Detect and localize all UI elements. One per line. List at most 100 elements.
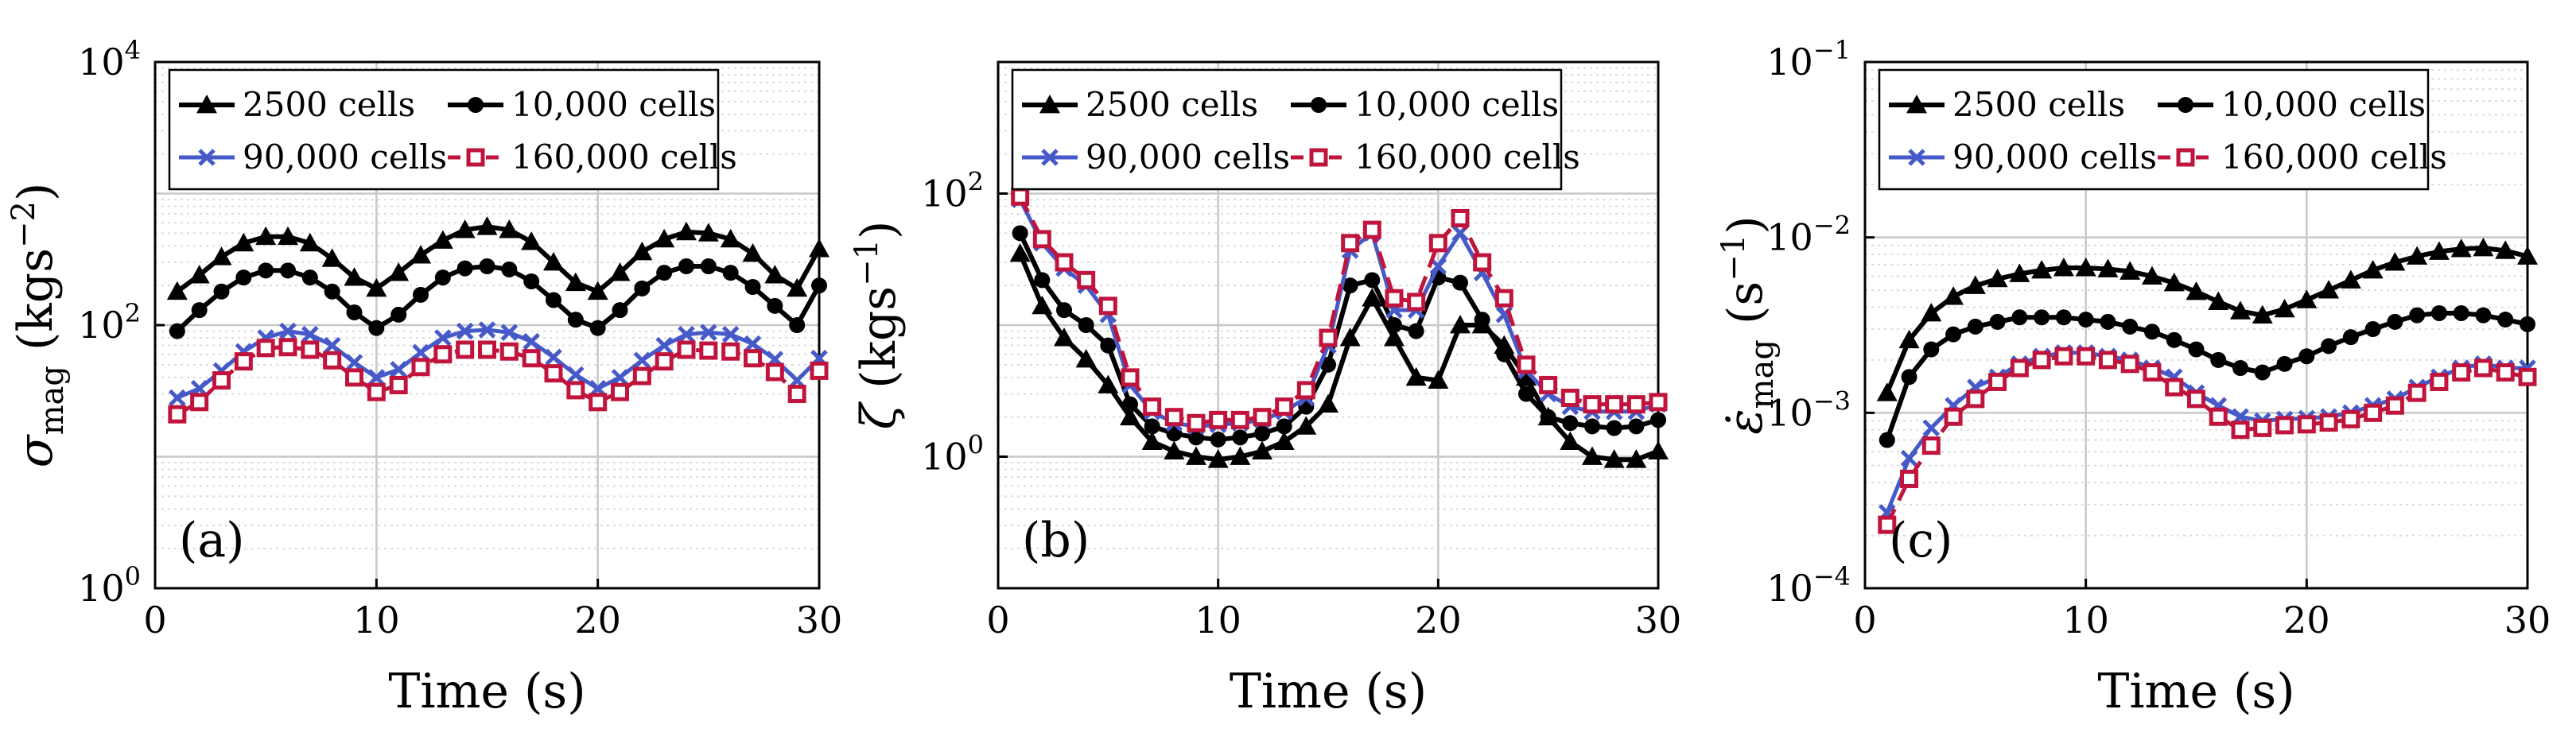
data-point [1605, 395, 1624, 414]
data-point [1518, 386, 1534, 402]
series-3 [1879, 344, 2536, 521]
legend-label: 10,000 cells [1354, 85, 1559, 124]
data-point [2387, 313, 2403, 330]
x-tick-label: 0 [986, 599, 1009, 641]
x-axis-label: Time (s) [388, 664, 585, 719]
x-axis-label: Time (s) [1230, 664, 1427, 719]
data-point [765, 362, 784, 382]
data-point [1944, 407, 1963, 426]
data-point [1988, 372, 2007, 391]
data-point [587, 281, 608, 300]
data-point [1649, 393, 1668, 412]
data-point [2296, 289, 2318, 308]
data-point [2341, 409, 2360, 428]
data-point [612, 302, 628, 319]
data-point [567, 366, 585, 384]
data-point [589, 393, 608, 412]
y-tick-label: 104 [78, 35, 141, 83]
data-point [476, 216, 498, 235]
data-point [301, 340, 320, 359]
data-point [787, 385, 806, 404]
data-point [809, 238, 830, 258]
data-point [1032, 295, 1053, 315]
data-point [1450, 315, 1471, 334]
data-point [2166, 331, 2182, 348]
data-point [2407, 246, 2428, 265]
data-point [1011, 187, 1030, 206]
panel-3: 0 10 20 30 10−4 10−3 10−2 10−1 Time (s) ε̇mag (s−… [1715, 35, 2551, 719]
data-point [2077, 312, 2094, 328]
data-point [2473, 358, 2492, 378]
data-point [344, 267, 365, 286]
data-point [655, 336, 673, 355]
data-point [299, 232, 321, 252]
data-point [1164, 440, 1185, 460]
data-point [366, 277, 387, 297]
data-point [1362, 220, 1381, 239]
data-point [478, 340, 496, 359]
data-point [2409, 307, 2426, 324]
data-point [1075, 348, 1097, 368]
y-tick-label: 10−4 [1766, 561, 1851, 610]
series-2 [1879, 304, 2535, 448]
data-point [454, 219, 476, 238]
legend-label: 2500 cells [243, 85, 415, 124]
data-point [2297, 415, 2316, 434]
data-point [2276, 355, 2293, 372]
data-point [2163, 272, 2185, 292]
data-point [589, 320, 606, 336]
series-2 [1012, 225, 1666, 448]
panel-1: 0 10 20 30 100 102 104 Time (s) σmag (kgs−2) 2500… [6, 35, 842, 719]
panel-label: (a) [179, 513, 245, 568]
x-tick-label: 20 [2283, 599, 2330, 641]
data-point [1320, 356, 1336, 373]
data-point [678, 325, 695, 343]
data-point [1341, 234, 1360, 253]
data-point [1188, 429, 1204, 446]
data-point [1451, 208, 1470, 227]
data-point [742, 242, 763, 262]
data-point [1964, 275, 1986, 294]
legend-label: 2500 cells [1086, 85, 1258, 124]
data-point [2517, 246, 2538, 265]
data-point [1143, 397, 1162, 417]
data-point [169, 323, 185, 339]
x-tick-label: 10 [353, 599, 400, 641]
data-point [721, 342, 740, 361]
data-point [2342, 329, 2359, 346]
data-point [1252, 440, 1272, 460]
data-point [544, 364, 563, 383]
data-point [1901, 369, 1917, 386]
data-point [523, 273, 540, 289]
data-point [2518, 367, 2537, 386]
legend-marker [466, 148, 485, 167]
data-point [2032, 351, 2051, 370]
data-point [2143, 362, 2162, 382]
data-point [699, 341, 718, 360]
data-point [2321, 338, 2337, 355]
legend-marker [1906, 95, 1927, 114]
data-point [212, 371, 231, 390]
data-point [324, 283, 340, 300]
x-tick-label: 0 [143, 599, 166, 641]
data-point [1540, 409, 1556, 425]
data-point [720, 228, 741, 248]
data-point [521, 231, 542, 250]
y-tick-label: 100 [921, 430, 984, 479]
data-point [499, 342, 519, 361]
data-point [1054, 327, 1074, 347]
data-point [1921, 302, 1942, 322]
data-point [1362, 288, 1383, 307]
data-point [2274, 298, 2295, 318]
data-point [2055, 309, 2072, 326]
data-point [721, 325, 740, 343]
data-point [611, 369, 629, 386]
data-point [1922, 419, 1941, 437]
data-point [631, 241, 653, 261]
data-point [1496, 346, 1513, 362]
legend-marker [2178, 97, 2193, 113]
data-point [256, 339, 275, 358]
x-tick-label: 10 [2062, 599, 2109, 641]
legend-label: 2500 cells [1952, 85, 2125, 124]
data-point [2364, 321, 2381, 338]
